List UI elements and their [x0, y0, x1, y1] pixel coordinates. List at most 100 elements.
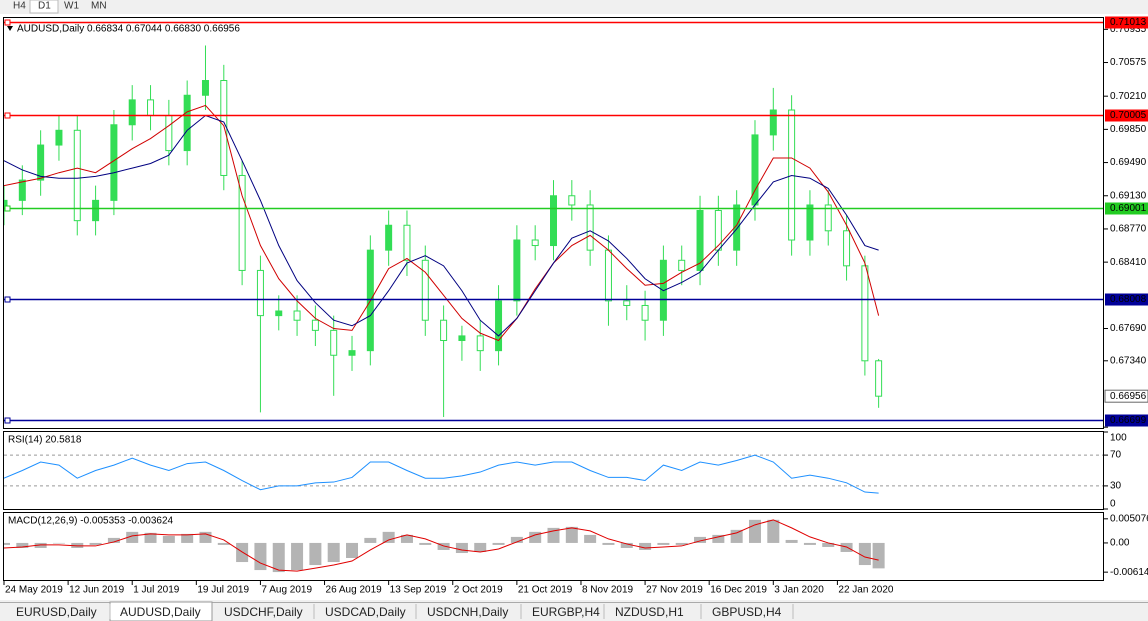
tab[interactable]: GBPUSD,H4 [712, 605, 782, 619]
histogram-bar [181, 533, 194, 543]
y-tick-label: 100 [1110, 433, 1127, 444]
histogram-bar [767, 519, 780, 543]
x-tick-label: 1 Jul 2019 [133, 585, 180, 596]
tab[interactable]: AUDUSD,Daily [120, 605, 201, 619]
level-handle [4, 19, 11, 26]
candle-body [385, 224, 393, 251]
main-plot [4, 19, 1103, 424]
candle-body [311, 319, 319, 331]
histogram-bar [712, 534, 725, 543]
histogram-bar [309, 542, 322, 566]
indicator-line [4, 519, 879, 572]
x-tick-label: 16 Dec 2019 [710, 585, 767, 596]
candle-body [55, 129, 63, 146]
level-label: 0.66699 [1110, 415, 1147, 426]
level-label: 0.71013 [1110, 17, 1147, 28]
level-tag [1105, 16, 1148, 29]
indicator-line [4, 454, 879, 494]
y-tick-label: 0.00 [1110, 538, 1130, 549]
histogram-bar [254, 542, 267, 571]
candle-body [714, 210, 722, 251]
candle-body [293, 310, 301, 321]
histogram-bar [364, 537, 377, 543]
tab-bar [0, 600, 1148, 621]
timeframe[interactable]: D1 [38, 1, 51, 12]
histogram-bar [4, 542, 10, 545]
x-tick-label: 2 Oct 2019 [454, 585, 503, 596]
candle-body [147, 99, 155, 117]
timeframe[interactable]: MN [91, 1, 107, 12]
x-tick-label: 27 Nov 2019 [646, 585, 703, 596]
candle-body [696, 210, 704, 271]
y-tick-label: 0.68770 [1110, 224, 1147, 235]
indicator-title: MACD(12,26,9) -0.005353 -0.003624 [8, 516, 174, 527]
candle-body [476, 335, 484, 352]
rsi-panel [3, 431, 1104, 510]
histogram-bar [822, 542, 835, 547]
tab[interactable]: EURUSD,Daily [16, 605, 97, 619]
histogram-bar [144, 532, 157, 543]
timeframe[interactable]: W1 [64, 1, 79, 12]
level-tag [1105, 202, 1148, 215]
candle-body [4, 199, 8, 212]
y-tick-label: 0.70935 [1110, 24, 1147, 35]
candle-body [421, 259, 429, 321]
tab[interactable]: EURGBP,H4 [532, 605, 600, 619]
tab[interactable]: USDCAD,Daily [325, 605, 406, 619]
y-tick-label: -0.006148 [1110, 567, 1148, 578]
histogram-bar [455, 542, 468, 554]
x-tick-label: 13 Sep 2019 [390, 585, 447, 596]
histogram-bar [217, 542, 230, 545]
candle-body [330, 329, 338, 356]
histogram-bar [872, 542, 885, 569]
candle-body [201, 80, 209, 96]
histogram-bar [16, 542, 29, 548]
histogram-bar [126, 531, 139, 543]
toolbar [0, 0, 1148, 14]
timeframe[interactable]: H4 [13, 1, 26, 12]
x-tick-label: 26 Aug 2019 [326, 585, 383, 596]
indicator-title: RSI(14) 20.5818 [8, 435, 82, 446]
histogram-bar [584, 534, 597, 543]
histogram-bar [858, 542, 871, 566]
level-tag [1105, 414, 1148, 427]
histogram-bar [492, 542, 505, 545]
histogram-bar [639, 542, 652, 550]
level-handle [4, 417, 11, 424]
histogram-bar [272, 542, 285, 573]
y-tick-label: 0.70210 [1110, 91, 1147, 102]
candle-body [458, 335, 466, 342]
histogram-bar [419, 542, 432, 545]
histogram-bar [327, 542, 340, 563]
tab[interactable]: NZDUSD,H1 [615, 605, 684, 619]
histogram-bar [730, 529, 743, 543]
y-tick-label: 30 [1110, 481, 1122, 492]
histogram-bar [107, 537, 120, 543]
histogram-bar [474, 542, 487, 552]
histogram-bar [400, 534, 413, 543]
histogram-bar [657, 542, 670, 545]
indicator-line [4, 104, 880, 342]
collapse-icon[interactable] [7, 26, 13, 31]
x-tick-label: 19 Jul 2019 [197, 585, 249, 596]
x-tick-label: 22 Jan 2020 [838, 585, 893, 596]
candle-body [824, 204, 832, 232]
x-tick-label: 12 Jun 2019 [69, 585, 124, 596]
candle-body [183, 94, 191, 152]
candle-body [604, 249, 612, 302]
y-tick-label: 0.69490 [1110, 157, 1147, 168]
tab[interactable]: USDCHF,Daily [224, 605, 303, 619]
chart-title: AUDUSD,Daily 0.66834 0.67044 0.66830 0.6… [17, 24, 240, 35]
level-label: 0.70005 [1110, 110, 1147, 121]
level-label: 0.69001 [1110, 203, 1147, 214]
candle-body [495, 300, 503, 352]
candle-body [568, 195, 576, 206]
y-tick-label: 70 [1110, 450, 1122, 461]
candle-body [128, 99, 136, 126]
histogram-bar [34, 542, 47, 548]
histogram-bar [620, 542, 633, 548]
level-handle [4, 296, 11, 303]
tab[interactable]: USDCNH,Daily [427, 605, 508, 619]
